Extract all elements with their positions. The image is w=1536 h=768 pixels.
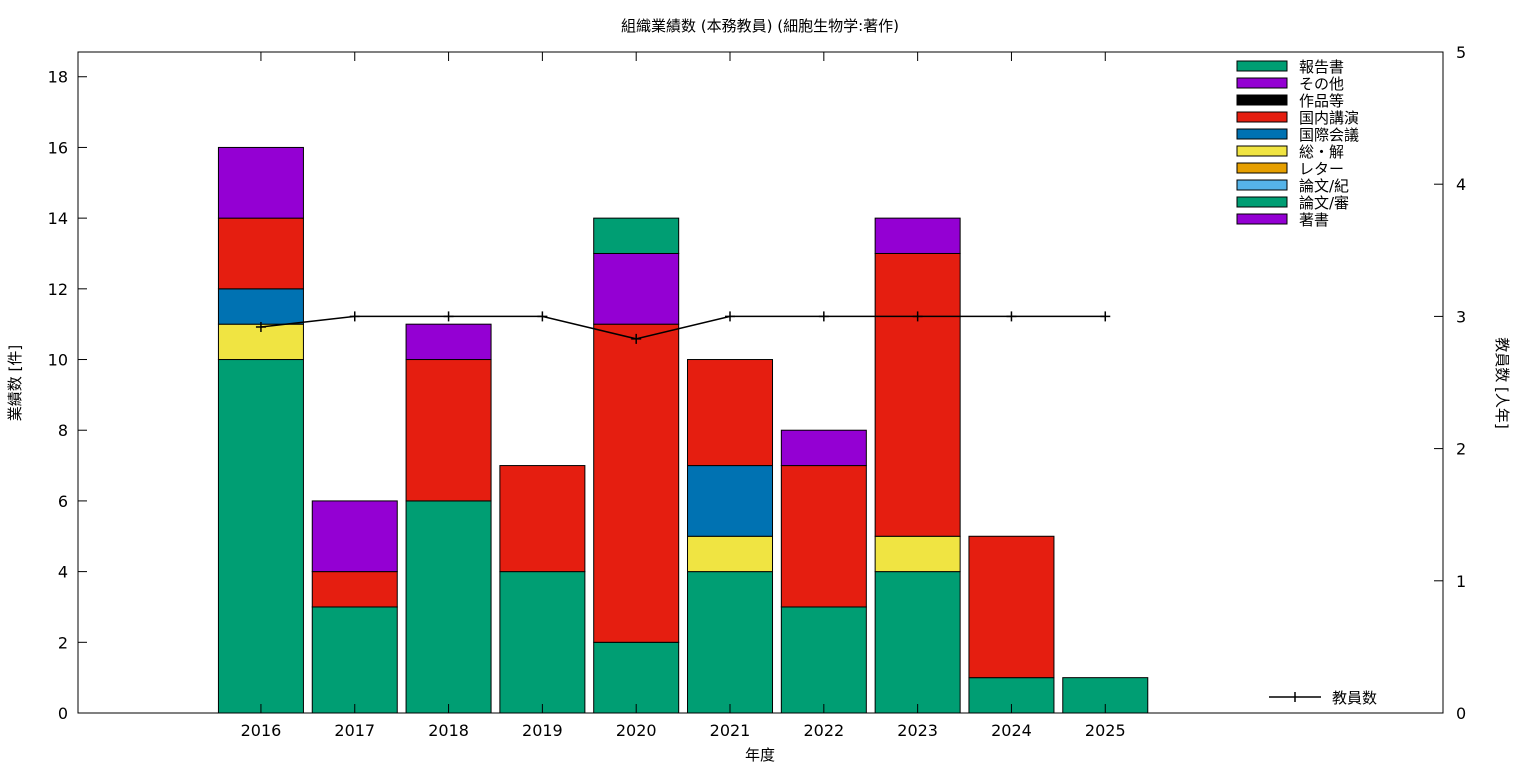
legend-label: その他 xyxy=(1299,75,1344,93)
bar-segment xyxy=(311,606,398,714)
bars-layer xyxy=(217,146,1149,714)
legend-swatch xyxy=(1236,162,1288,174)
y-axis-label: 業績数 [件] xyxy=(6,345,24,421)
legend-swatch xyxy=(1236,77,1288,89)
x-axis-label: 年度 xyxy=(745,746,775,764)
bar-segment xyxy=(405,323,492,361)
legend-label: レター xyxy=(1299,160,1344,178)
y-tick-label: 10 xyxy=(48,351,68,370)
y2-tick-label: 4 xyxy=(1456,175,1466,194)
bar-segment xyxy=(874,217,961,254)
y2-tick-label: 1 xyxy=(1456,572,1466,591)
bar-segment xyxy=(687,535,774,573)
bar-segment xyxy=(217,217,304,290)
x-tick-label: 2024 xyxy=(991,721,1032,740)
legend-swatch xyxy=(1236,145,1288,157)
y2-tick-label: 2 xyxy=(1456,440,1466,459)
bar-segment xyxy=(499,465,586,573)
y2-tick-label: 5 xyxy=(1456,43,1466,62)
legend-label-faculty: 教員数 xyxy=(1332,689,1377,707)
bar-segment xyxy=(874,571,961,714)
x-tick-label: 2025 xyxy=(1085,721,1126,740)
y2-tick-label: 0 xyxy=(1456,704,1466,723)
bar-segment xyxy=(874,252,961,537)
bar-segment xyxy=(1062,677,1149,714)
bar-segment xyxy=(499,571,586,714)
bar-segment xyxy=(217,146,304,219)
x-tick-label: 2018 xyxy=(428,721,469,740)
bar-segment xyxy=(780,465,867,608)
x-tick-label: 2016 xyxy=(241,721,282,740)
bar-segment xyxy=(780,429,867,467)
legend-swatch xyxy=(1236,111,1288,123)
legend-swatch xyxy=(1236,60,1288,72)
legend-label: 著書 xyxy=(1299,211,1329,229)
x-tick-label: 2023 xyxy=(897,721,938,740)
bar-segment xyxy=(687,359,774,467)
legend-label: 報告書 xyxy=(1299,58,1344,76)
y-tick-label: 8 xyxy=(58,421,68,440)
y-tick-label: 2 xyxy=(58,633,68,652)
y-tick-label: 4 xyxy=(58,563,68,582)
x-tick-label: 2017 xyxy=(334,721,375,740)
x-tick-label: 2022 xyxy=(803,721,844,740)
legend-swatch xyxy=(1236,179,1288,191)
x-tick-label: 2020 xyxy=(616,721,657,740)
legend-swatch xyxy=(1236,128,1288,140)
legend-label: 国内講演 xyxy=(1299,109,1359,127)
legend-label: 作品等 xyxy=(1299,92,1344,110)
y-tick-label: 12 xyxy=(48,280,68,299)
y-tick-label: 14 xyxy=(48,209,68,228)
bar-segment xyxy=(405,500,492,714)
bar-segment xyxy=(780,606,867,714)
bar-segment xyxy=(593,217,680,254)
bar-segment xyxy=(687,571,774,714)
legend-label: 論文/審 xyxy=(1299,194,1349,212)
bar-segment xyxy=(405,359,492,502)
bar-segment xyxy=(593,252,680,325)
chart-title: 組織業績数 (本務教員) (細胞生物学:著作) xyxy=(621,17,899,35)
bar-segment xyxy=(217,359,304,714)
y-tick-label: 6 xyxy=(58,492,68,511)
bar-segment xyxy=(968,535,1055,679)
legend-label: 国際会議 xyxy=(1299,126,1359,144)
legend-swatch xyxy=(1236,196,1288,208)
bar-segment xyxy=(593,641,680,714)
bar-segment xyxy=(874,535,961,573)
legend-swatch xyxy=(1236,213,1288,225)
bar-segment xyxy=(311,500,398,573)
plot-frame xyxy=(77,51,1444,714)
y-tick-label: 18 xyxy=(48,68,68,87)
bar-segment xyxy=(687,465,774,537)
bar-segment xyxy=(593,323,680,643)
bar-segment xyxy=(217,288,304,325)
faculty-line-layer xyxy=(255,311,1111,344)
legend-label: 総・解 xyxy=(1299,143,1344,161)
legend-label: 論文/紀 xyxy=(1299,177,1349,195)
y2-axis-label: 教員数 [人年] xyxy=(1493,337,1511,428)
x-tick-label: 2019 xyxy=(522,721,563,740)
faculty-line xyxy=(260,315,1106,340)
bar-segment xyxy=(311,571,398,608)
y-tick-label: 16 xyxy=(48,138,68,157)
legend-swatch xyxy=(1236,94,1288,106)
x-tick-label: 2021 xyxy=(710,721,751,740)
y-tick-label: 0 xyxy=(58,704,68,723)
y2-tick-label: 3 xyxy=(1456,307,1466,326)
